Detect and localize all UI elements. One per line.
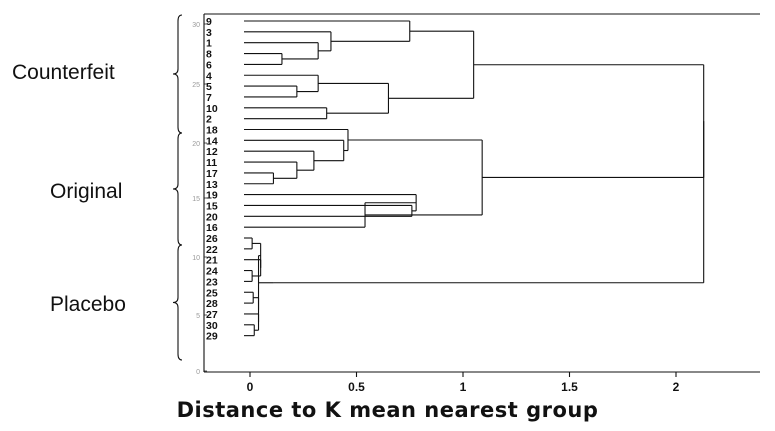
leaf-label: 19 — [206, 190, 218, 202]
leaf-label: 21 — [206, 255, 218, 267]
leaf-label: 30 — [206, 320, 218, 332]
leaf-label: 14 — [206, 135, 218, 147]
x-axis-tick-label: 0.5 — [348, 380, 365, 394]
left-axis-tick-label: 5 — [196, 313, 200, 320]
leaf-label: 24 — [206, 266, 218, 278]
leaf-label: 26 — [206, 233, 218, 245]
leaf-label: 3 — [206, 27, 212, 39]
group-label-placebo: Placebo — [50, 293, 126, 316]
left-axis-tick-label: 0 — [196, 369, 200, 376]
x-axis-tick-label: 1.5 — [561, 380, 578, 394]
x-axis-tick-label: 0 — [247, 380, 254, 394]
leaf-label: 11 — [206, 157, 217, 169]
leaf-label: 27 — [206, 309, 218, 321]
leaf-label: 16 — [206, 222, 218, 234]
leaf-label: 5 — [206, 81, 212, 93]
leaf-label: 23 — [206, 276, 218, 288]
leaf-label: 9 — [206, 16, 212, 28]
left-axis-tick-label: 15 — [192, 196, 200, 203]
leaf-label: 29 — [206, 331, 218, 343]
left-axis-tick-label: 10 — [192, 255, 200, 262]
leaf-label: 12 — [206, 146, 218, 158]
x-axis-tick-label: 2 — [673, 380, 680, 394]
brace-counterfeit — [172, 14, 183, 134]
leaf-label: 4 — [206, 70, 212, 82]
leaf-label: 10 — [206, 103, 218, 115]
left-axis-tick-label: 25 — [192, 82, 200, 89]
leaf-label: 28 — [206, 298, 218, 310]
leaf-label: 13 — [206, 179, 218, 191]
left-axis-tick-label: 20 — [192, 141, 200, 148]
leaf-label: 20 — [206, 211, 218, 223]
group-label-original: Original — [50, 180, 123, 203]
x-axis-tick-label: 1 — [460, 380, 467, 394]
leaf-label: 6 — [206, 59, 212, 71]
leaf-label: 18 — [206, 125, 218, 137]
leaf-label: 15 — [206, 200, 218, 212]
group-label-counterfeit: Counterfeit — [12, 61, 115, 84]
x-axis-title: Distance to K mean nearest group — [176, 398, 599, 422]
leaf-label: 7 — [206, 92, 212, 104]
leaf-label: 1 — [206, 38, 212, 50]
left-axis-tick-label: 30 — [192, 22, 200, 29]
leaf-label: 25 — [206, 287, 218, 299]
leaf-label: 2 — [206, 114, 212, 126]
leaf-label: 8 — [206, 49, 212, 61]
leaf-label: 17 — [206, 168, 218, 180]
leaf-label: 22 — [206, 244, 218, 256]
brace-original — [172, 132, 183, 246]
brace-placebo — [172, 244, 183, 361]
